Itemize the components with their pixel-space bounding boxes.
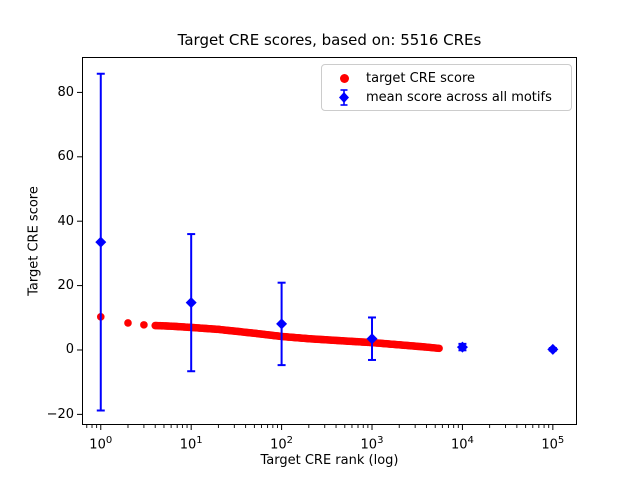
- legend-item-mean-score: mean score across all motifs: [322, 88, 571, 107]
- chart-title: Target CRE scores, based on: 5516 CREs: [177, 31, 482, 49]
- y-tick-label: 80: [57, 84, 74, 100]
- x-tick-label: 100: [89, 435, 113, 453]
- x-tick-label: 102: [270, 435, 294, 453]
- legend-label: mean score across all motifs: [366, 90, 552, 105]
- x-tick-label: 104: [450, 435, 474, 453]
- legend-item-target-cre-score: target CRE score: [322, 69, 571, 88]
- legend: target CRE score mean score across all m…: [321, 64, 572, 111]
- plot-area: [82, 57, 577, 425]
- legend-circle-marker-icon: [322, 74, 366, 83]
- y-tick-label: 0: [65, 342, 74, 358]
- y-tick-label: 20: [57, 278, 74, 294]
- legend-diamond-errorbar-icon: [322, 88, 366, 107]
- y-tick-label: −20: [46, 406, 74, 422]
- y-tick-label: 40: [57, 213, 74, 229]
- y-tick-label: 60: [57, 149, 74, 165]
- x-tick-label: 101: [179, 435, 203, 453]
- x-axis-label: Target CRE rank (log): [260, 453, 399, 468]
- legend-label: target CRE score: [366, 71, 476, 86]
- x-tick-label: 105: [541, 435, 565, 453]
- x-tick-label: 103: [360, 435, 384, 453]
